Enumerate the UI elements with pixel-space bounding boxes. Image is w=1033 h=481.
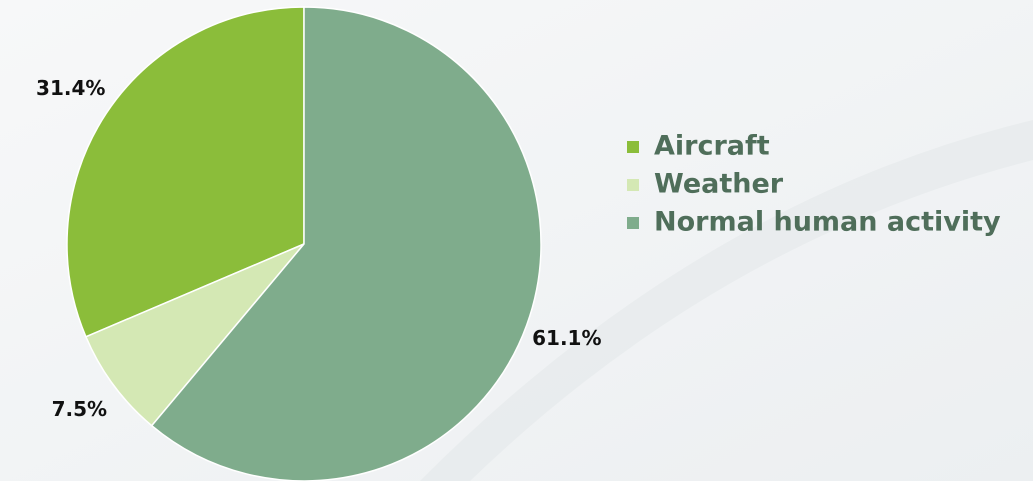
legend-swatch (627, 179, 639, 191)
legend-label: Weather (654, 169, 784, 200)
pie-slice (84, 243, 305, 427)
legend-label: Normal human activity (654, 207, 1001, 238)
legend-swatch (627, 141, 639, 153)
data-label: 31.4% (36, 76, 105, 100)
data-label: 7.5% (52, 397, 107, 421)
data-label: 61.1% (532, 326, 601, 350)
pie-slice (66, 6, 305, 338)
legend-swatch (627, 217, 639, 229)
pie-slice (150, 6, 542, 481)
legend-label: Aircraft (654, 131, 770, 162)
background-shape (420, 120, 1033, 481)
